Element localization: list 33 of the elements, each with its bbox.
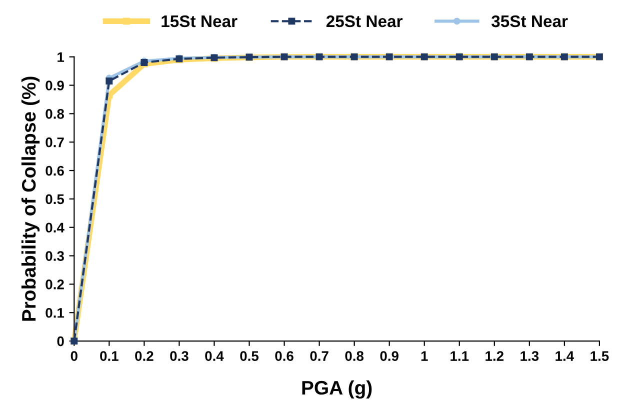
x-tick-label: 1.5 — [590, 351, 609, 361]
x-tick-label: 0.7 — [310, 351, 328, 361]
y-tick-label: 0.5 — [46, 194, 64, 204]
x-tick-label: 0.2 — [135, 351, 154, 361]
y-tick-label: 0.8 — [46, 109, 64, 119]
legend-label: 35St Near — [491, 15, 568, 28]
x-tick-label: 1 — [421, 351, 428, 361]
x-tick-label: 1.4 — [556, 351, 574, 361]
y-tick-label: 0 — [57, 336, 64, 346]
y-tick-label: 0.2 — [46, 280, 64, 290]
y-tick-label: 0.3 — [46, 251, 64, 261]
x-tick-label: 1.2 — [486, 351, 504, 361]
legend-label: 25St Near — [326, 15, 403, 28]
x-axis-title: PGA (g) — [302, 380, 372, 399]
y-tick-label: 0.1 — [46, 308, 64, 318]
point — [106, 78, 113, 84]
y-tick-label: 0.7 — [46, 137, 64, 148]
x-tick-label: 1.3 — [520, 351, 539, 361]
y-tick-label: 0.4 — [46, 222, 64, 233]
y-axis-title: Probability of Collapse (%) — [21, 76, 40, 321]
y-tick-label: 1 — [58, 52, 64, 62]
y-tick-label: 0.6 — [46, 166, 64, 176]
x-tick-label: 0.6 — [275, 351, 294, 361]
x-tick-label: 0.4 — [205, 351, 224, 361]
x-tick-label: 0.1 — [100, 351, 118, 361]
legend-label: 15St Near — [162, 15, 238, 28]
x-tick-label: 1.1 — [450, 351, 469, 361]
y-tick-label: 0.9 — [46, 80, 64, 90]
x-tick-label: 0.3 — [170, 351, 188, 361]
x-tick-label: 0.5 — [240, 351, 259, 361]
x-tick-label: 0.8 — [345, 351, 364, 361]
x-tick-label: 0 — [70, 351, 78, 361]
x-tick-label: 0.9 — [380, 351, 398, 361]
